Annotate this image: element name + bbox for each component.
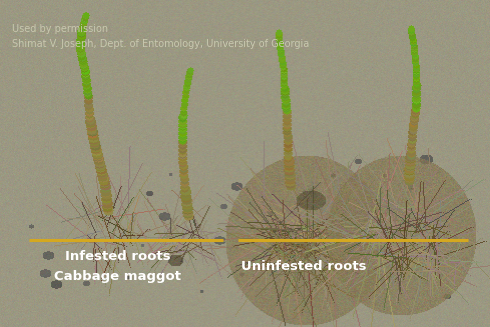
Text: Shimat V. Joseph, Dept. of Entomology, University of Georgia: Shimat V. Joseph, Dept. of Entomology, U… [12, 39, 310, 49]
Text: Used by permission: Used by permission [12, 25, 108, 34]
Text: Cabbage maggot: Cabbage maggot [54, 270, 181, 283]
Text: Uninfested roots: Uninfested roots [241, 260, 367, 273]
Text: Infested roots: Infested roots [65, 250, 171, 263]
